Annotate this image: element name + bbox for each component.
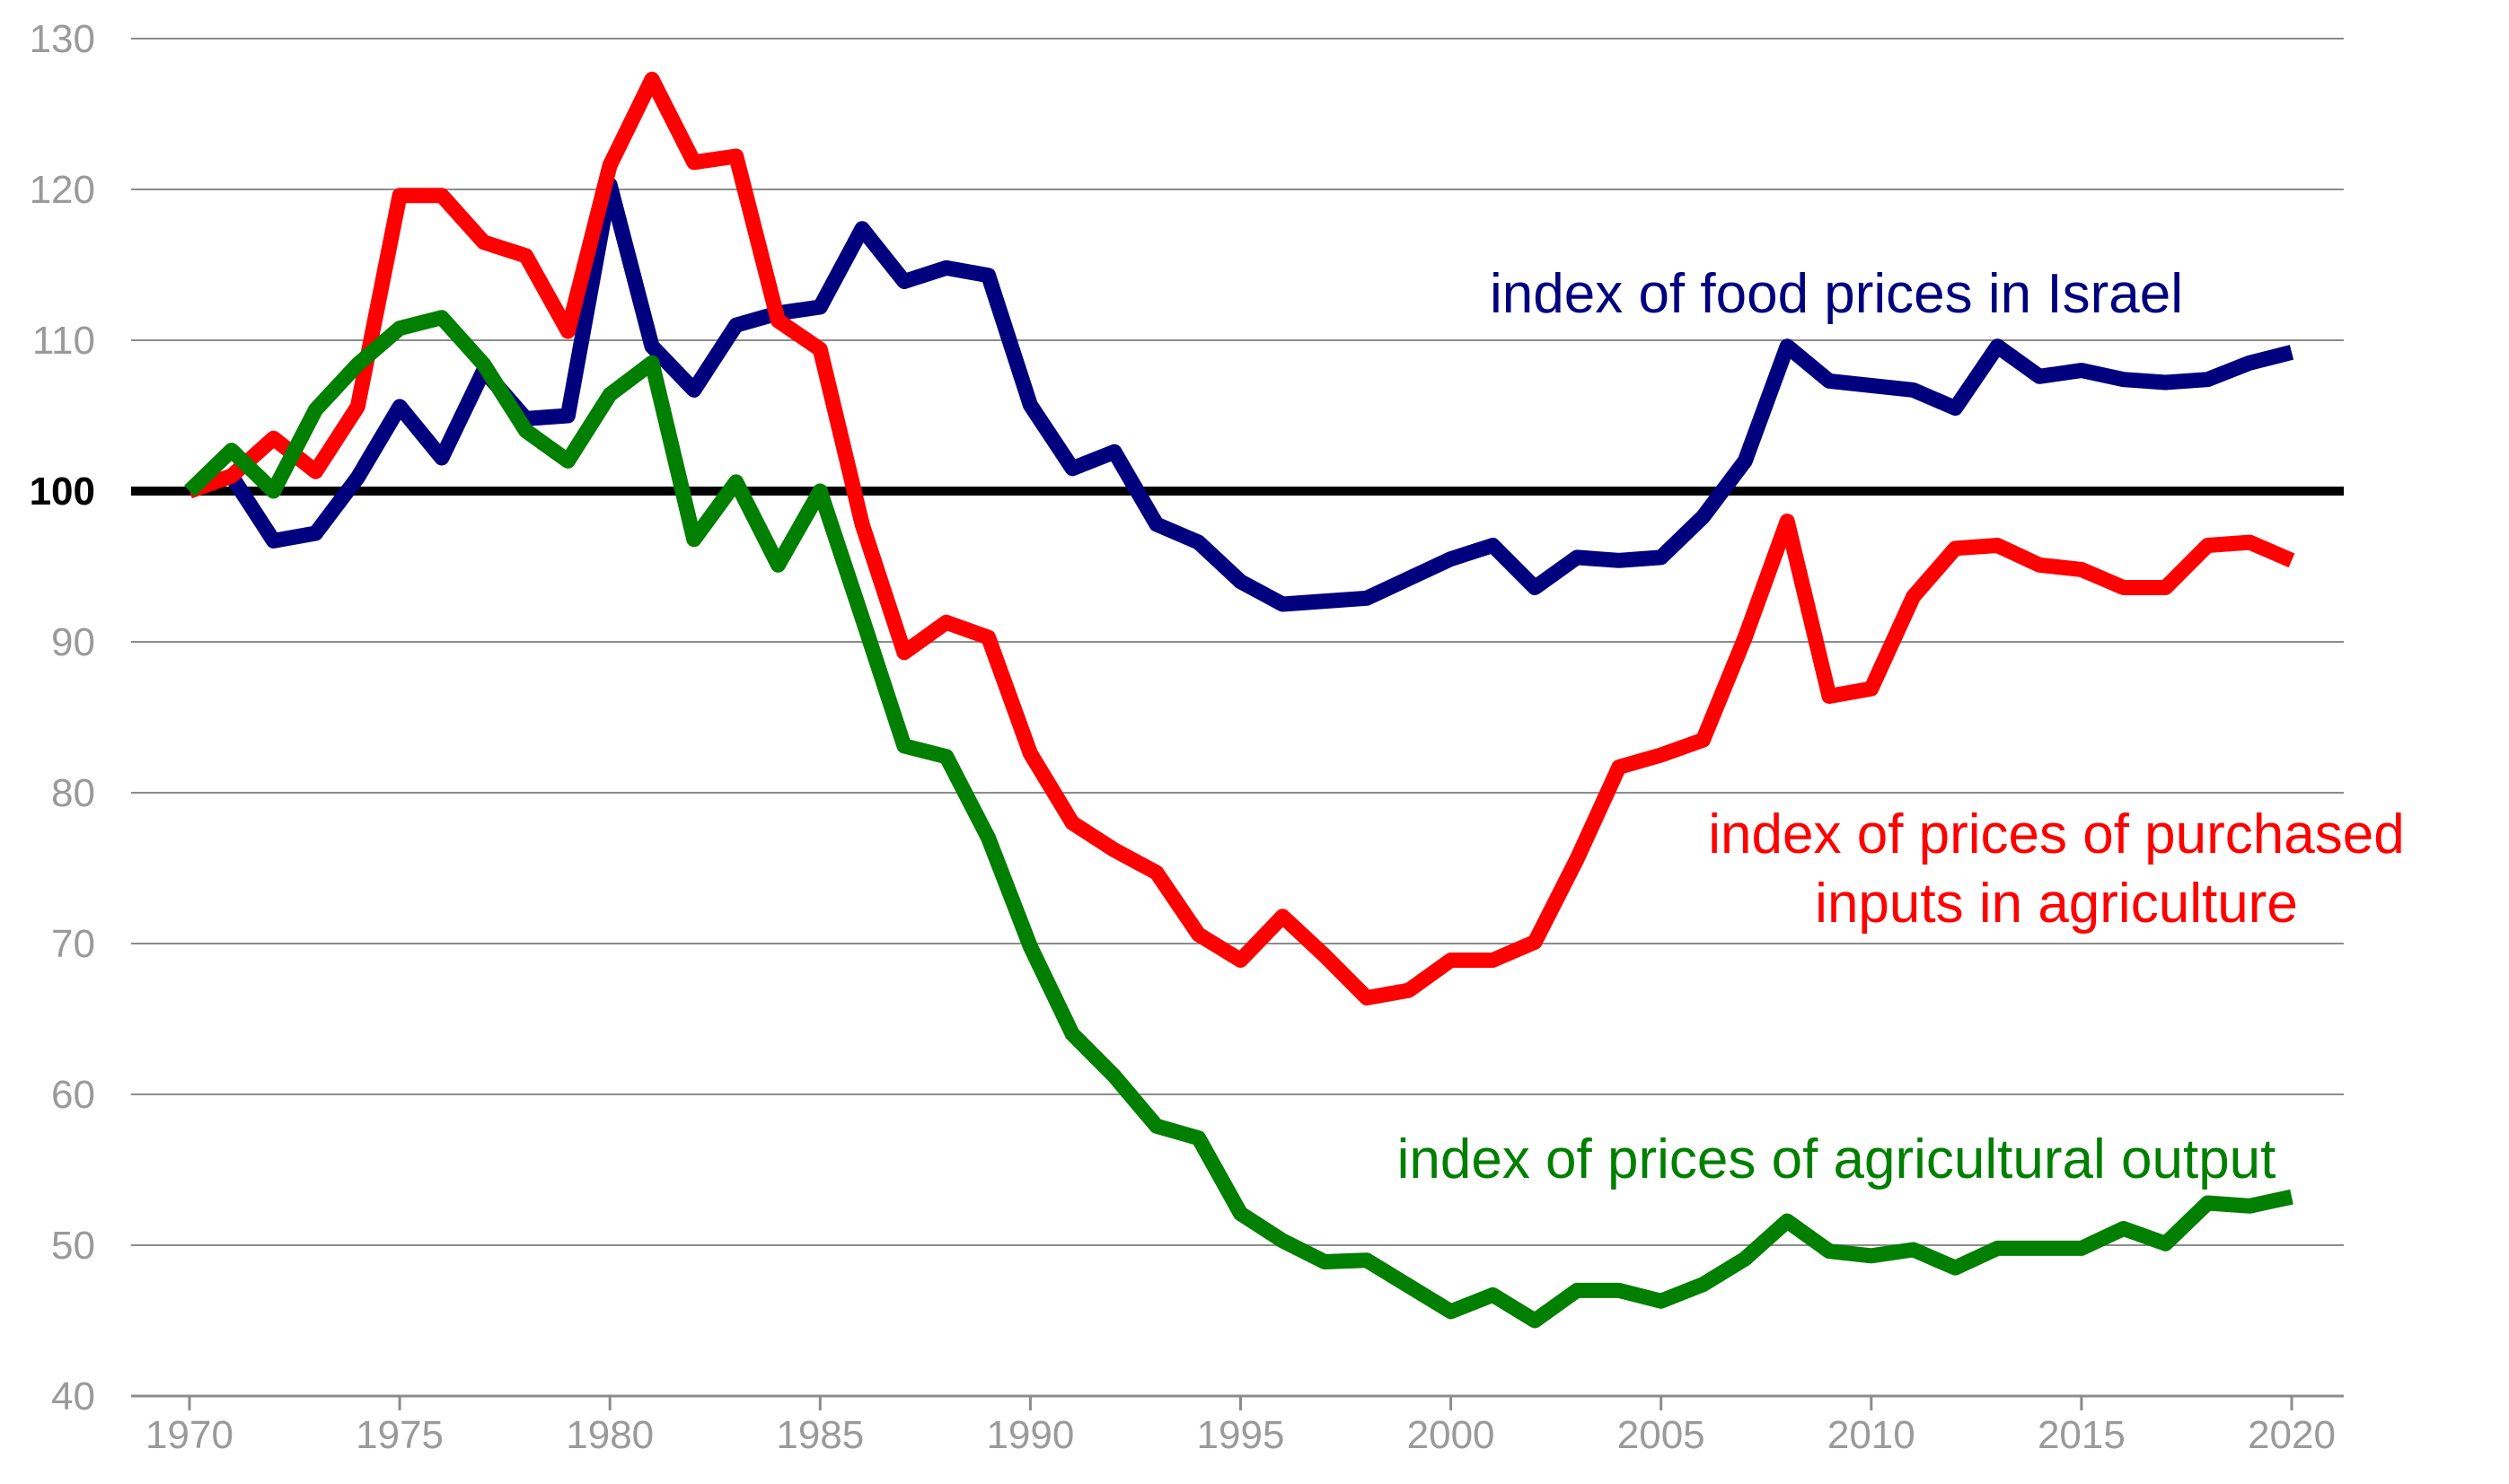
series-labels: index of food prices in Israel index of p… <box>1397 263 2405 1190</box>
x-tick-label-2020: 2020 <box>2248 1413 2336 1457</box>
y-tick-label-80: 80 <box>51 771 95 815</box>
series-line-agricultural-output <box>184 310 2293 1329</box>
series-line-purchased-inputs <box>187 71 2295 1005</box>
x-tick-label-2000: 2000 <box>1407 1413 1495 1457</box>
y-tick-label-90: 90 <box>51 620 95 664</box>
x-axis: 1970 1975 1980 1985 1990 1995 2000 2005 2010 2015… <box>131 1394 2344 1457</box>
y-tick-label-130: 130 <box>30 17 95 61</box>
y-tick-label-50: 50 <box>51 1224 95 1268</box>
x-tick-label-1970: 1970 <box>145 1413 233 1457</box>
series-line-food-prices <box>187 177 2294 612</box>
x-tick-label-2005: 2005 <box>1617 1413 1705 1457</box>
series-label-food-prices: index of food prices in Israel <box>1490 263 2183 325</box>
y-axis: 40 50 60 70 80 90 100 110 120 130 <box>30 17 95 1418</box>
y-tick-label-110: 110 <box>32 319 95 363</box>
series-label-agricultural-output: index of prices of agricultural output <box>1397 1128 2276 1190</box>
series-lines <box>184 71 2295 1329</box>
y-tick-label-40: 40 <box>51 1374 95 1418</box>
x-tick-label-1980: 1980 <box>566 1413 654 1457</box>
x-tick-label-1985: 1985 <box>776 1413 864 1457</box>
y-tick-label-60: 60 <box>51 1073 95 1117</box>
gridlines <box>131 38 2344 1397</box>
y-tick-label-100: 100 <box>30 470 95 514</box>
x-tick-label-1990: 1990 <box>986 1413 1074 1457</box>
x-tick-label-2015: 2015 <box>2038 1413 2126 1457</box>
x-tick-label-2010: 2010 <box>1827 1413 1915 1457</box>
series-label-purchased-inputs-line-2: inputs in agriculture <box>1815 873 2298 935</box>
series-label-purchased-inputs-line-1: index of prices of purchased <box>1708 803 2404 865</box>
y-tick-label-70: 70 <box>51 922 95 966</box>
x-tick-label-1995: 1995 <box>1197 1413 1285 1457</box>
y-tick-label-120: 120 <box>30 168 95 212</box>
x-tick-label-1975: 1975 <box>356 1413 444 1457</box>
